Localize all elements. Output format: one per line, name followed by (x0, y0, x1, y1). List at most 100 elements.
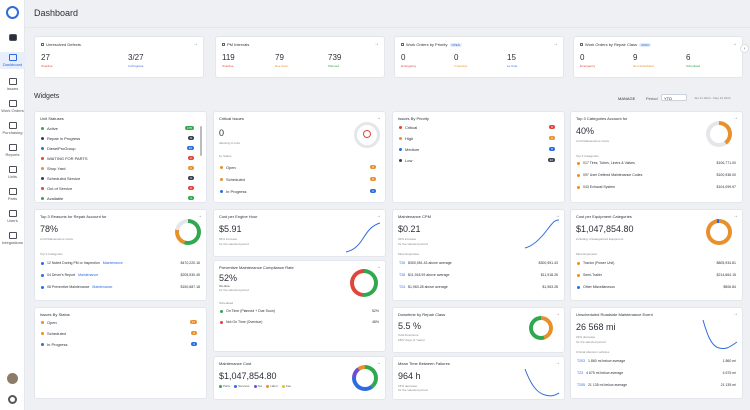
list-item[interactable]: T205 21 135 mi below average (577, 383, 627, 387)
widget-subtitle: for the selected period (398, 388, 428, 392)
list-item[interactable]: 043 Exhaust System (577, 185, 615, 189)
list-item-value: $805,934.81 (716, 261, 736, 265)
list-item[interactable]: 097 User Defined Maintenance Codes (577, 173, 642, 177)
arrow-right-icon[interactable]: → (732, 41, 737, 47)
arrow-right-icon[interactable]: → (193, 41, 198, 47)
list-item-label: In Progress (226, 189, 247, 194)
list-item[interactable]: 04 Driver's Report Maintenance (41, 273, 98, 277)
widget-maintenance-cost: Maintenance Cost → $1,047,854.80 Parts Se… (213, 356, 386, 400)
sidebar-item-parts[interactable]: Parts (0, 188, 25, 201)
sidebar-item-users[interactable]: Users (0, 210, 25, 223)
list-item[interactable]: Active (41, 126, 58, 131)
list-item-label: Semi-Trailer (583, 273, 602, 277)
list-item[interactable]: Tractor (Power Unit) (577, 261, 614, 265)
list-item[interactable]: Scheduled (41, 331, 66, 336)
list-item[interactable]: Medium (399, 147, 419, 152)
scrollbar[interactable] (200, 126, 202, 156)
arrow-right-icon[interactable]: → (376, 264, 381, 270)
sidebar-item-integrations[interactable]: Integrations (0, 232, 25, 245)
avatar[interactable] (7, 373, 18, 384)
list-item[interactable]: DieselProGroup (41, 146, 75, 151)
list-item[interactable]: Not On Time (Overdue) (220, 320, 262, 324)
sidebar-item-purchasing[interactable]: Purchasing (0, 122, 25, 135)
list-item[interactable]: Out of Service (41, 186, 72, 191)
list-item[interactable]: Low (399, 158, 412, 163)
widget-issues-status: Issues By Status Open 17 Scheduled 0 In Prog… (34, 307, 207, 399)
list-item[interactable]: Available (41, 196, 63, 201)
kpi-unresolved-defects[interactable]: Unresolved Defects → 27 3/27 Overdue In … (34, 36, 204, 78)
trend-delta: 84% increase (219, 237, 238, 241)
list-item[interactable]: Repair in Progress (41, 136, 80, 141)
chevron-right-icon[interactable]: › (740, 44, 749, 53)
manage-button[interactable]: MANAGE (618, 96, 636, 101)
kpi-work-orders-priority[interactable]: Work Orders by Priority OPEN → 0 0 15 Eme… (394, 36, 564, 78)
kpi-metric: 0 (454, 53, 459, 62)
list-item[interactable]: Critical (399, 125, 417, 130)
period-select[interactable]: YTD (661, 94, 687, 101)
list-item[interactable]: T28 $11,918.99 above average (399, 273, 449, 277)
widget-value: 26 568 mi (576, 322, 616, 332)
list-item[interactable]: Open (41, 320, 57, 325)
arrow-right-icon[interactable]: → (555, 311, 560, 317)
list-item[interactable]: High (399, 136, 413, 141)
list-item[interactable]: T26 $300,951.43 above average (399, 261, 452, 265)
count-badge: 22 (547, 158, 555, 162)
list-item[interactable]: 017 Tires, Tubes, Liners & Valves (577, 161, 635, 165)
arrow-right-icon[interactable]: → (555, 213, 560, 219)
widget-subtitle: of All Maintenance Costs (576, 139, 610, 143)
reports-icon (8, 144, 17, 151)
app-logo-icon[interactable] (6, 6, 19, 19)
arrow-right-icon[interactable]: → (733, 213, 738, 219)
list-item[interactable]: In Progress (41, 342, 67, 347)
arrow-right-icon[interactable]: → (197, 213, 202, 219)
sidebar-item-reports[interactable]: Reports (0, 144, 25, 157)
arrow-right-icon[interactable]: → (733, 115, 738, 121)
kpi-metric: 739 (328, 53, 342, 62)
arrow-right-icon[interactable]: → (376, 360, 381, 366)
list-item[interactable]: WAITING FOR PARTS (41, 156, 88, 161)
list-item[interactable]: Shop Yard (41, 166, 66, 171)
sidebar-item-work-orders[interactable]: Work Orders (0, 100, 25, 113)
list-item[interactable]: Scheduled Service (41, 176, 80, 181)
sidebar-item-units[interactable]: Units (0, 166, 25, 179)
list-item[interactable]: Open (220, 165, 236, 170)
list-item[interactable]: 08 Preventive Maintenance Maintenance (41, 285, 112, 289)
widget-value: $5.91 (219, 224, 242, 234)
gear-icon[interactable] (8, 395, 17, 404)
arrow-right-icon[interactable]: → (374, 41, 379, 47)
arrow-right-icon[interactable]: → (553, 41, 558, 47)
legend-label: Tax (257, 384, 263, 388)
sidebar-item-issues[interactable]: Issues (0, 78, 25, 91)
list-item[interactable]: Other Miscellaneous (577, 285, 615, 289)
widget-value: $0.21 (398, 224, 421, 234)
list-item[interactable]: T203 1 860 mi below average (577, 359, 625, 363)
list-item[interactable]: 12 Noted During PM or Inspection Maintena… (41, 261, 123, 265)
list-item-value: 52% (371, 309, 379, 313)
list-item[interactable]: On Time (Planned + Due Soon) (220, 309, 275, 313)
list-item[interactable]: T24 $1,963.28 above average (399, 285, 448, 289)
list-item[interactable]: In Progress (220, 189, 246, 194)
kpi-metric: 15 (507, 53, 516, 62)
widget-subtitle: including Uncategorized Equipment (576, 237, 624, 241)
kpi-work-orders-repair-class[interactable]: Work Orders by Repair Class OPEN → 0 9 6 … (573, 36, 743, 78)
arrow-right-icon[interactable]: → (555, 360, 560, 366)
widget-title: Unscheduled Roadside Maintenance Event (576, 312, 653, 317)
list-item[interactable]: Semi-Trailer (577, 273, 602, 277)
arrow-right-icon[interactable]: → (376, 115, 381, 121)
list-item-label: WAITING FOR PARTS (47, 156, 88, 161)
widget-cost-engine-hour: Cost per Engine Hour → $5.91 84% increas… (213, 209, 386, 257)
kpi-pm-intervals[interactable]: PM Intervals → 119 79 739 Overdue Due So… (215, 36, 385, 78)
list-item[interactable]: Scheduled (220, 177, 245, 182)
date-range[interactable]: Jan 01 2024 - May 19 2024 (694, 96, 731, 100)
widget-value: 78% (40, 224, 59, 234)
workspace-icon (8, 34, 17, 41)
sidebar-item-dashboard[interactable]: Dashboard (0, 52, 25, 69)
sidebar-collapsed-toggle[interactable] (0, 34, 25, 42)
list-item[interactable]: T23 4 675 mi below average (577, 371, 623, 375)
kpi-label: Overdue (41, 64, 53, 68)
arrow-right-icon[interactable]: → (376, 213, 381, 219)
legend-swatch (266, 384, 270, 388)
list-item-value: $11,918.26 (540, 273, 558, 277)
arrow-right-icon[interactable]: → (733, 311, 738, 317)
kpi-metric: 6 (686, 53, 691, 62)
